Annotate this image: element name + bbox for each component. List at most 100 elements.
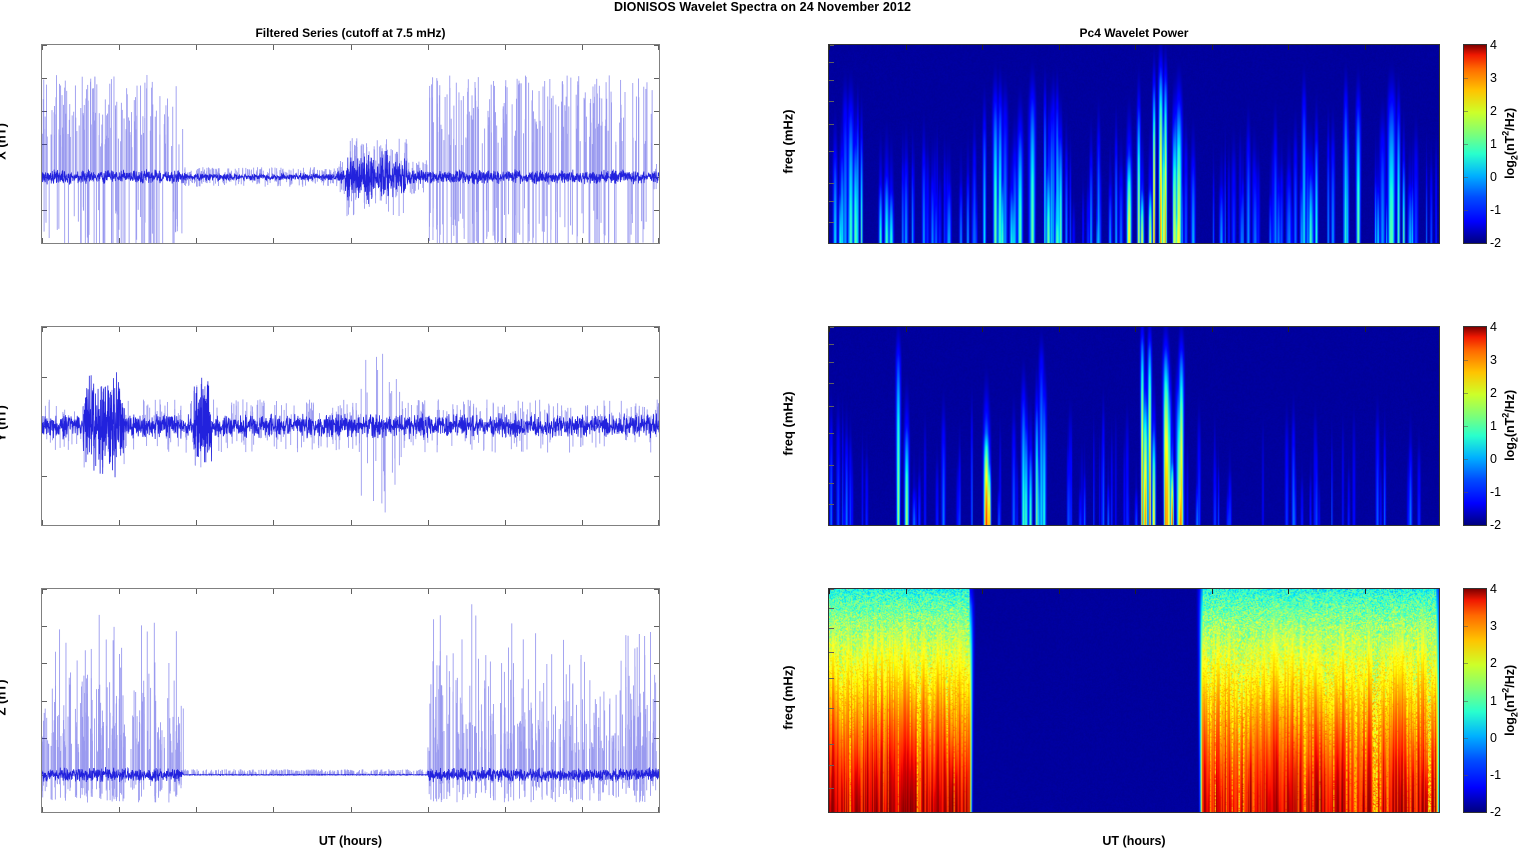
colorbar-axis-label: log2(nT2/Hz) [1500, 389, 1520, 461]
time-tick-mark [905, 327, 907, 332]
spectrogram-z[interactable]: 2220181614121098700:0003:0006:0009:0012:… [828, 588, 1440, 813]
x-tick-mark [196, 45, 198, 50]
time-tick-mark [829, 327, 830, 332]
timeseries-plot-y[interactable]: 10.50-0.5-100:0003:0006:0009:0012:0015:0… [41, 326, 660, 526]
y-tick-mark [654, 737, 659, 739]
time-tick-mark [1211, 327, 1213, 332]
time-tick-mark [982, 45, 983, 50]
freq-tick-mark [829, 503, 834, 505]
x-tick-mark [427, 807, 429, 812]
y-tick-mark [654, 376, 659, 378]
x-tick-mark [119, 45, 121, 50]
colorbar-tick-mark [1464, 144, 1468, 145]
y-tick-mark [42, 525, 47, 526]
x-tick-mark [42, 589, 43, 594]
colorbar-tick-label: 4 [1490, 38, 1497, 52]
freq-tick-mark [829, 182, 834, 184]
x-tick-mark [581, 807, 583, 812]
freq-tick-mark [829, 382, 834, 384]
colorbar-tick-mark [1464, 78, 1468, 79]
colorbar-tick-mark [1464, 774, 1468, 776]
x-tick-mark [42, 238, 43, 243]
colorbar-tick-label: 0 [1490, 452, 1497, 466]
y-tick-mark [654, 626, 659, 628]
colorbar-tick-label: 3 [1490, 619, 1497, 634]
x-tick-mark [581, 238, 583, 243]
freq-tick-mark [829, 61, 834, 63]
y-tick-mark [654, 812, 659, 813]
time-tick-mark [905, 589, 907, 594]
x-tick-mark [119, 807, 121, 812]
time-tick-mark [1135, 327, 1136, 332]
y-tick-mark [654, 700, 659, 702]
colorbar-axis-label: log2(nT2/Hz) [1500, 107, 1520, 179]
colorbar-tick-label: 2 [1490, 104, 1497, 118]
colorbar-tick-mark [1464, 492, 1468, 493]
x-tick-mark [504, 520, 506, 525]
colorbar-tick-mark [1464, 459, 1468, 460]
time-tick-mark [1288, 589, 1289, 594]
freq-tick-mark [829, 628, 834, 630]
freq-tick-mark [829, 589, 834, 590]
x-tick-mark [504, 807, 506, 812]
time-tick-mark [1364, 45, 1366, 50]
colorbar-tick-label: 0 [1490, 730, 1497, 745]
freq-tick-mark [829, 343, 834, 345]
x-tick-mark [350, 327, 352, 332]
colorbar-tick-label: 1 [1490, 137, 1497, 151]
x-tick-mark [350, 45, 352, 50]
y-axis-label-freq-y: freq (mHz) [780, 391, 796, 456]
freq-tick-mark [829, 362, 834, 364]
colorbar-tick-mark [1464, 663, 1468, 665]
colorbar-axis-label: log2(nT2/Hz) [1500, 664, 1520, 736]
colorbar-tick-label: 1 [1490, 693, 1497, 708]
x-tick-mark [273, 45, 275, 50]
y-tick-mark [42, 737, 47, 739]
y-tick-mark [42, 589, 47, 590]
spectrogram-y[interactable]: 2220181614121098700:0003:0006:0009:0012:… [828, 326, 1440, 526]
y-tick-mark [42, 144, 47, 145]
colorbar-tick-label: -2 [1490, 236, 1502, 250]
x-tick-mark [273, 520, 275, 525]
colorbar-tick-label: -2 [1490, 805, 1502, 819]
x-tick-mark [427, 238, 429, 243]
y-tick-mark [42, 210, 47, 211]
x-tick-mark [119, 589, 121, 594]
colorbar-tick-mark [1464, 177, 1468, 178]
timeseries-trace [42, 604, 659, 803]
y-tick-mark [42, 45, 47, 46]
y-tick-mark [42, 475, 47, 477]
x-tick-mark [504, 45, 506, 50]
time-tick-mark [1364, 327, 1366, 332]
y-axis-label-freq-z: freq (mHz) [780, 665, 796, 730]
x-tick-mark [658, 589, 659, 594]
timeseries-plot-z[interactable]: 1086420-200:0003:0006:0009:0012:0015:001… [41, 588, 660, 813]
spectrogram-x[interactable]: 2220181614121098700:0003:0006:0009:0012:… [828, 44, 1440, 244]
colorbar-z: 4 3 2 1 0 -1 -2 log2(nT2/Hz) [1463, 582, 1519, 819]
freq-tick-mark [829, 787, 834, 789]
y-tick-mark [42, 626, 47, 628]
timeseries-plot-x[interactable]: 21.510.50-0.5-100:0003:0006:0009:0012:00… [41, 44, 660, 244]
colorbar-tick-mark [1464, 626, 1468, 628]
x-tick-mark [273, 238, 275, 243]
colorbar-tick-label: 1 [1490, 419, 1497, 433]
freq-tick-mark [829, 708, 834, 710]
x-tick-mark [119, 327, 121, 332]
y-tick-mark [654, 78, 659, 79]
y-axis-label-y: Y (nT) [0, 405, 9, 442]
x-tick-mark [427, 520, 429, 525]
colorbar-tick-mark [1464, 210, 1468, 211]
timeseries-trace [42, 353, 659, 513]
freq-tick-mark [829, 677, 834, 679]
panel-z-spectrogram: 2220181614121098700:0003:0006:0009:0012:… [781, 588, 1440, 848]
colorbar-tick-label: -2 [1490, 518, 1502, 532]
x-tick-mark [658, 238, 659, 243]
y-tick-mark [654, 589, 659, 590]
time-tick-mark [1211, 589, 1213, 594]
freq-tick-mark [829, 651, 834, 653]
time-tick-mark [829, 589, 830, 594]
x-tick-mark [658, 45, 659, 50]
y-tick-mark [42, 78, 47, 79]
colorbar-tick-label: -1 [1490, 203, 1502, 217]
time-tick-mark [1288, 45, 1289, 50]
